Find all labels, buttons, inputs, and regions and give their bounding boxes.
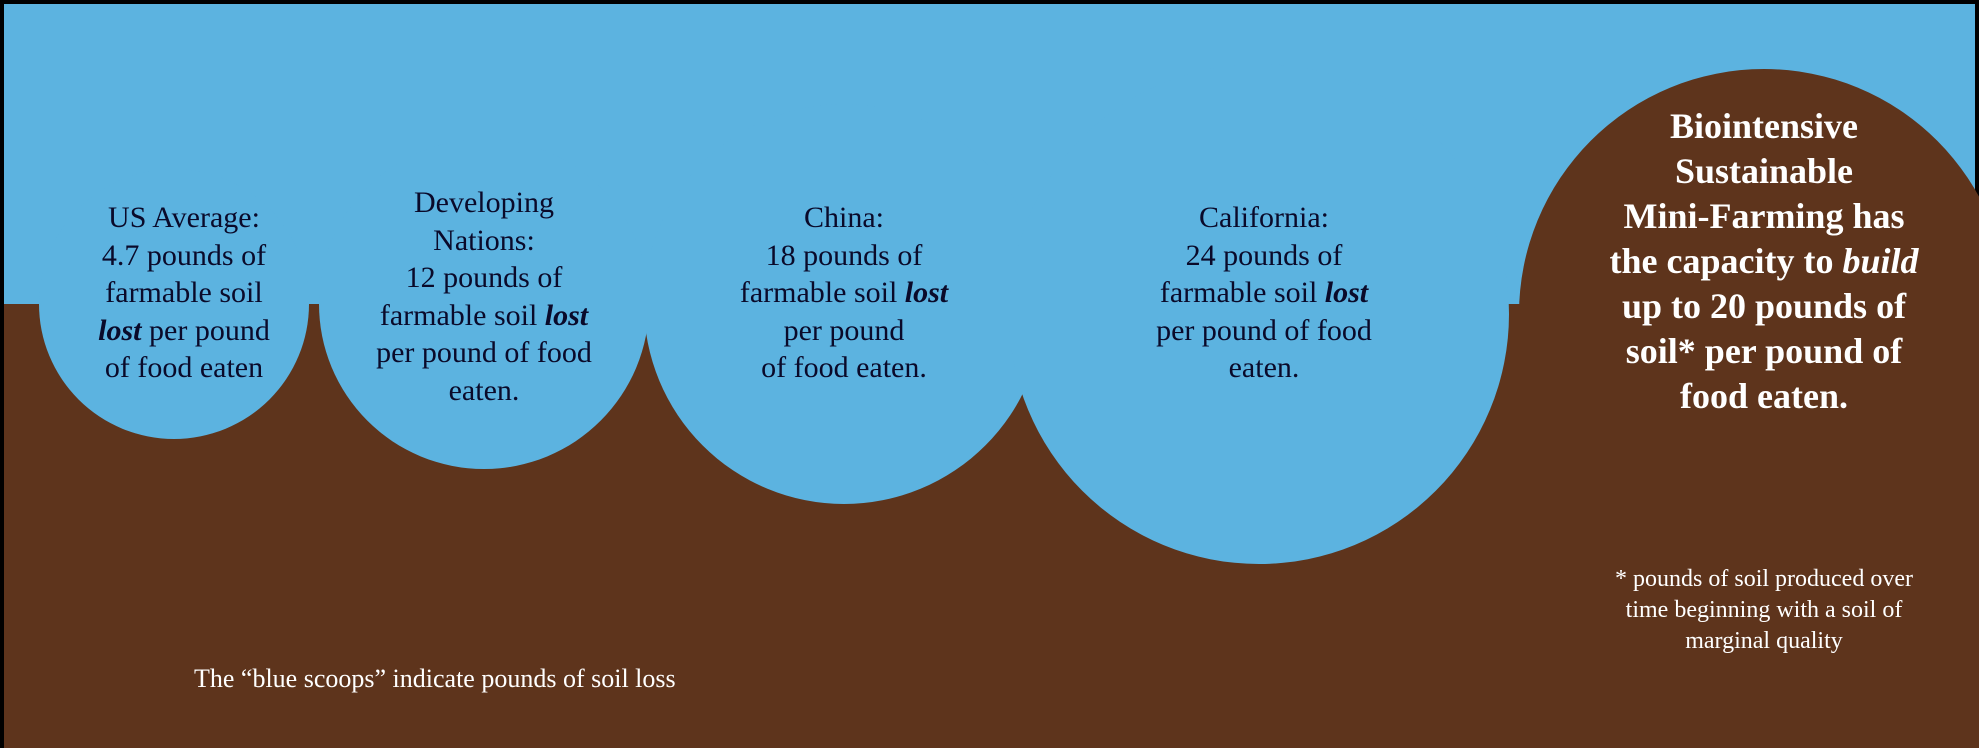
footnote-text: * pounds of soil produced overtime begin… (1564, 564, 1964, 658)
infographic-frame: US Average:4.7 pounds offarmable soillos… (0, 0, 1979, 748)
scoop-label-us: US Average:4.7 pounds offarmable soillos… (44, 199, 324, 387)
caption-text: The “blue scoops” indicate pounds of soi… (194, 664, 676, 694)
scoop-label-california: California:24 pounds offarmable soil los… (1104, 199, 1424, 387)
scoop-label-china: China:18 pounds offarmable soil lostper … (684, 199, 1004, 387)
scoop-label-developing: DevelopingNations:12 pounds offarmable s… (334, 184, 634, 409)
mound-text: BiointensiveSustainableMini-Farming hast… (1564, 104, 1964, 419)
